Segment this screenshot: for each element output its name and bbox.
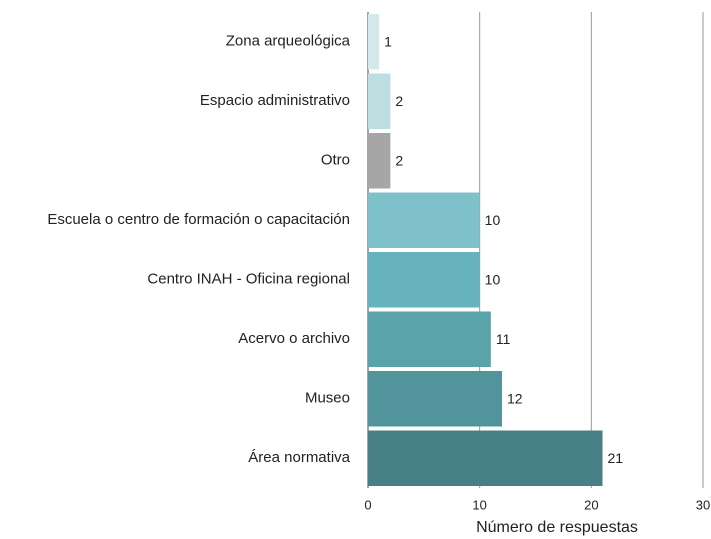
y-tick-label: Acervo o archivo [238, 330, 350, 347]
bar [368, 371, 502, 427]
x-tick-label: 10 [472, 497, 486, 512]
x-tick-label: 30 [696, 497, 710, 512]
y-tick-label: Escuela o centro de formación o capacita… [47, 211, 350, 228]
y-tick-label: Espacio administrativo [200, 92, 350, 109]
y-tick-label: Otro [321, 152, 350, 169]
y-tick-label: Área normativa [248, 449, 350, 466]
bar [368, 252, 480, 308]
y-tick-label: Museo [305, 390, 350, 407]
x-tick-label: 20 [584, 497, 598, 512]
bar [368, 73, 391, 129]
bar [368, 133, 391, 189]
bar [368, 14, 380, 70]
value-label: 2 [395, 93, 403, 109]
value-label: 10 [485, 271, 501, 287]
value-label: 11 [496, 331, 511, 347]
value-label: 2 [395, 152, 403, 168]
y-tick-label: Centro INAH - Oficina regional [147, 271, 350, 288]
x-tick-label: 0 [364, 497, 371, 512]
value-label: 12 [507, 390, 523, 406]
value-label: 1 [384, 33, 392, 49]
y-tick-label: Zona arqueológica [226, 33, 351, 50]
bar [368, 192, 480, 248]
value-label: 21 [608, 450, 624, 466]
bar [368, 430, 603, 486]
value-label: 10 [485, 212, 501, 228]
bar [368, 311, 491, 367]
x-axis-label: Número de respuestas [476, 519, 638, 536]
